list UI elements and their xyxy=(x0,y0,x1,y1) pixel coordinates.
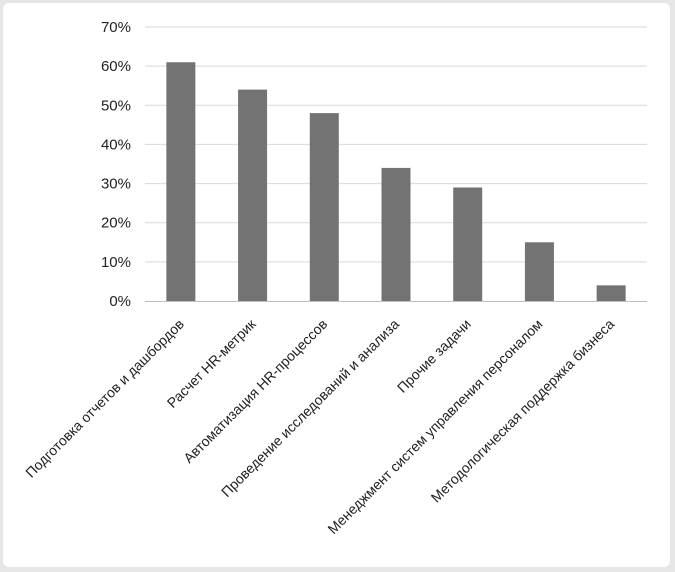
y-tick-label: 50% xyxy=(101,97,131,114)
bar-chart: 0% 10% 20% 30% 40% 50% 60% 70% Подготовка отчет… xyxy=(22,19,647,537)
bar xyxy=(166,62,196,301)
y-tick-label: 70% xyxy=(101,19,131,36)
bar xyxy=(381,167,411,301)
y-tick-label: 30% xyxy=(101,176,131,193)
bars xyxy=(166,62,626,301)
bar xyxy=(524,242,554,301)
x-category-label: Подготовка отчетов и дашбордов xyxy=(22,316,187,481)
bar xyxy=(238,89,268,301)
y-axis-tick-labels: 0% 10% 20% 30% 40% 50% 60% 70% xyxy=(101,19,131,310)
y-tick-label: 40% xyxy=(101,136,131,153)
y-tick-label: 0% xyxy=(109,293,131,310)
y-tick-label: 20% xyxy=(101,215,131,232)
y-tick-label: 10% xyxy=(101,254,131,271)
chart-panel: 0% 10% 20% 30% 40% 50% 60% 70% Подготовка отчет… xyxy=(3,3,670,567)
y-tick-label: 60% xyxy=(101,58,131,75)
bar xyxy=(309,113,339,301)
bar xyxy=(453,187,483,301)
x-category-label: Прочие задачи xyxy=(394,316,474,396)
x-category-label: Автоматизация HR-процессов xyxy=(180,316,330,466)
bar xyxy=(596,285,626,301)
